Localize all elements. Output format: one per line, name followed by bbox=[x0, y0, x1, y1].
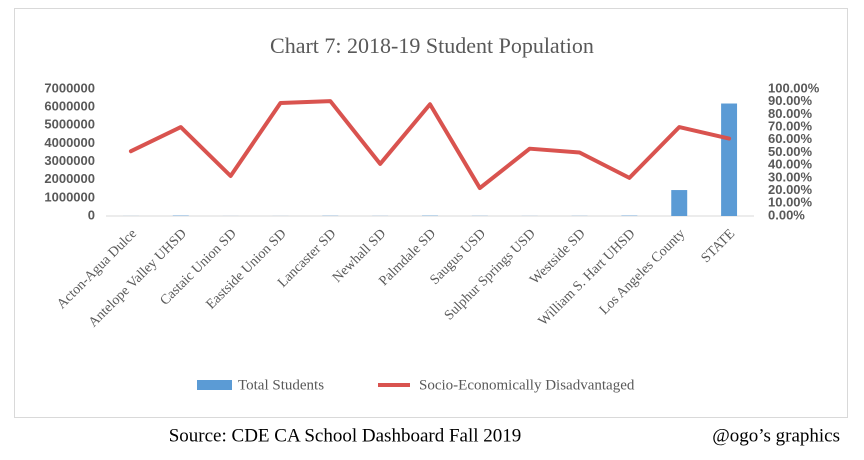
y-tick-label: 3000000 bbox=[44, 153, 95, 168]
y-tick-label: 2000000 bbox=[44, 171, 95, 186]
y-tick-label: 7000000 bbox=[44, 80, 95, 95]
y-tick-label: 0 bbox=[88, 207, 95, 222]
y2-tick-label: 100.00% bbox=[768, 80, 820, 95]
y-tick-label: 4000000 bbox=[44, 135, 95, 150]
y-tick-label: 6000000 bbox=[44, 99, 95, 114]
legend-label: Total Students bbox=[238, 377, 324, 393]
y-tick-label: 5000000 bbox=[44, 117, 95, 132]
legend-swatch bbox=[197, 380, 232, 390]
legend-label: Socio-Economically Disadvantaged bbox=[419, 377, 635, 393]
y-tick-label: 1000000 bbox=[44, 189, 95, 204]
bar bbox=[721, 104, 737, 216]
credit: @ogo’s graphics bbox=[712, 425, 840, 446]
chart-title: Chart 7: 2018-19 Student Population bbox=[270, 33, 594, 58]
bar bbox=[671, 190, 687, 216]
source: Source: CDE CA School Dashboard Fall 201… bbox=[169, 425, 522, 446]
